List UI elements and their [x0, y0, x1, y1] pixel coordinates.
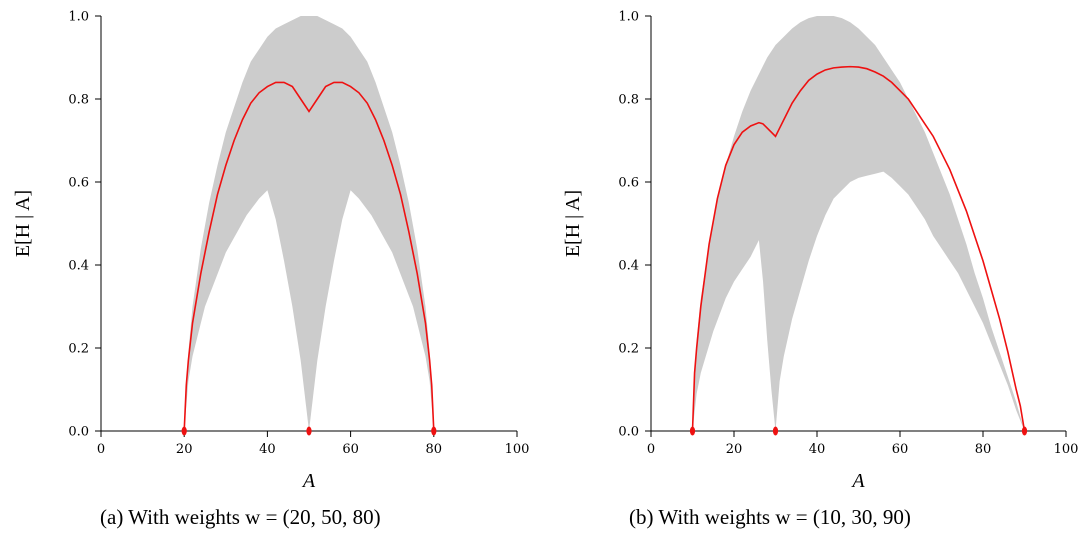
- y-tick-label: 0.4: [68, 259, 89, 274]
- y-tick-label: 0.6: [618, 176, 639, 191]
- weight-point: [1021, 426, 1028, 436]
- weight-point: [181, 426, 187, 436]
- mean-line: [691, 65, 1026, 432]
- x-tick-label: 60: [342, 442, 359, 457]
- x-tick-label: 100: [1054, 442, 1079, 457]
- x-axis-title: A: [850, 470, 865, 492]
- y-tick-label: 1.0: [68, 10, 89, 25]
- weight-point: [772, 426, 779, 436]
- mean-line: [183, 81, 435, 432]
- panel-b: 0 20 40 60 80 100 0.0 0.2 0.4 0.6 0.8 1.0 A E[H | A] (…: [562, 10, 1078, 530]
- weight-point: [431, 426, 437, 436]
- x-tick-label: 0: [647, 442, 655, 457]
- weight-point: [689, 426, 696, 436]
- y-tick-label: 0.4: [618, 259, 639, 274]
- x-tick-label: 0: [97, 442, 105, 457]
- y-axis-title: E[H | A]: [12, 190, 34, 257]
- x-tick-label: 20: [176, 442, 193, 457]
- band-area: [692, 16, 1025, 431]
- y-tick-label: 0.6: [68, 176, 89, 191]
- x-tick-label: 20: [726, 442, 743, 457]
- y-tick-label: 0.2: [68, 342, 89, 357]
- y-axis-title: E[H | A]: [562, 190, 584, 257]
- x-tick-label: 40: [809, 442, 826, 457]
- x-tick-label: 40: [259, 442, 276, 457]
- y-tick-label: 1.0: [618, 10, 639, 25]
- x-axis-title: A: [301, 470, 316, 492]
- y-tick-label: 0.0: [618, 425, 639, 440]
- band-area: [184, 16, 434, 431]
- y-tick-label: 0.0: [68, 425, 89, 440]
- panel-a: 0 20 40 60 80 100 0.0 0.2 0.4 0.6 0.8 1.0 A E[H | A] (…: [12, 10, 529, 530]
- x-tick-label: 80: [426, 442, 443, 457]
- y-tick-label: 0.2: [618, 342, 639, 357]
- x-tick-label: 100: [505, 442, 530, 457]
- y-tick-label: 0.8: [68, 93, 89, 108]
- x-tick-label: 80: [975, 442, 992, 457]
- panel-caption: (b) With weights w = (10, 30, 90): [629, 505, 911, 529]
- x-tick-label: 60: [892, 442, 909, 457]
- y-tick-label: 0.8: [618, 93, 639, 108]
- weight-point: [306, 426, 312, 436]
- panel-caption: (a) With weights w = (20, 50, 80): [100, 505, 381, 529]
